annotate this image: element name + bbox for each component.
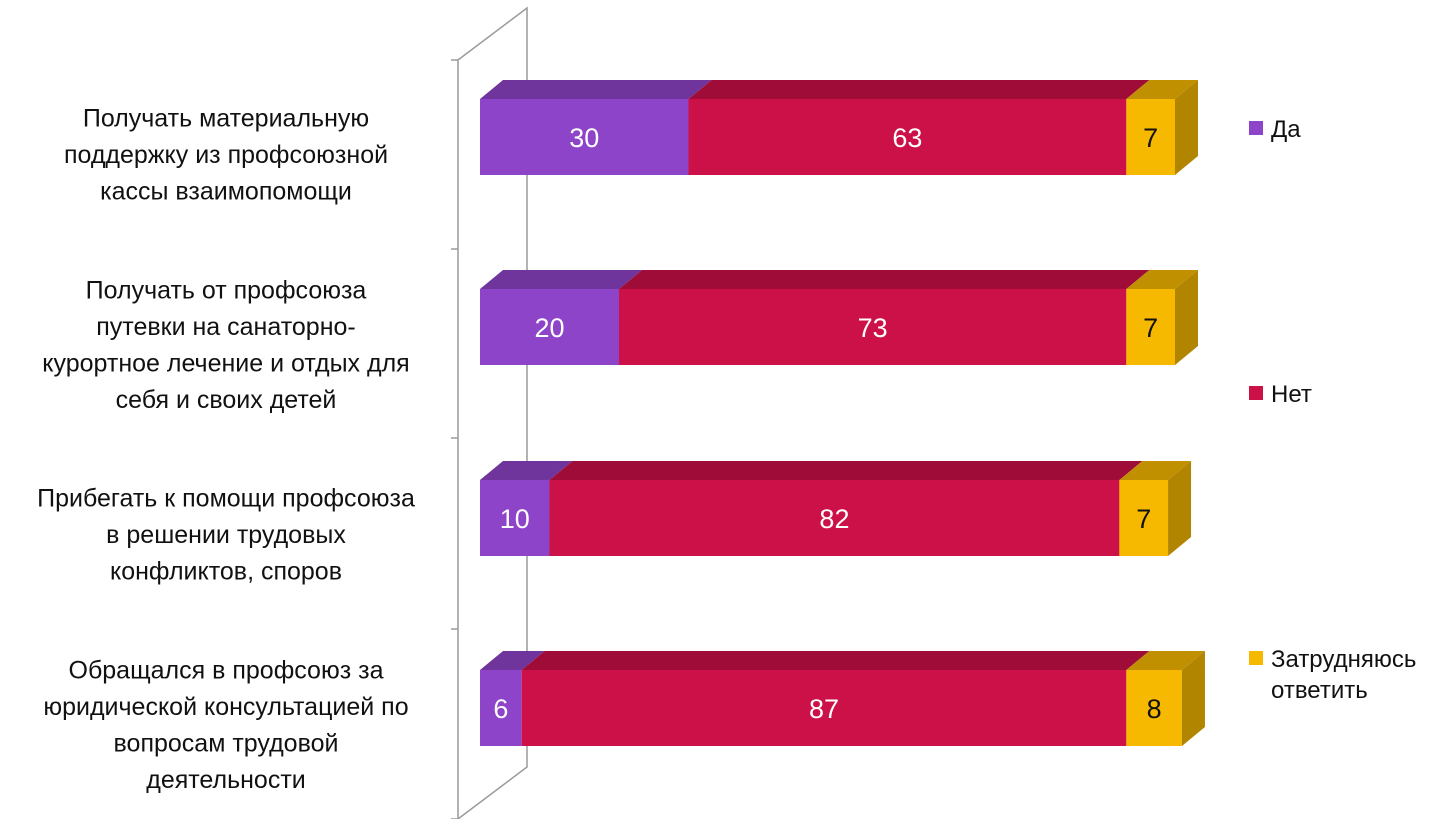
category-label-3-3: деятельности (146, 766, 306, 794)
legend-label-0: Да (1271, 116, 1301, 143)
data-label-1-2: 7 (1143, 313, 1158, 343)
bar-segment-1-1 (619, 289, 1127, 365)
category-label-0-0: Получать материальную (83, 105, 369, 133)
bar-side-3 (1181, 651, 1205, 746)
bar-segment-3-2 (1126, 670, 1182, 746)
bar-top-1-2 (1126, 270, 1198, 289)
data-label-1-1: 73 (858, 313, 888, 343)
category-label-1-3: себя и своих детей (116, 386, 337, 414)
bar-segment-0-2 (1126, 99, 1175, 175)
category-label-3-2: вопросам трудовой (114, 729, 339, 757)
data-label-1-0: 20 (534, 313, 564, 343)
bar-segment-2-2 (1119, 480, 1169, 556)
bar-top-0-2 (1126, 80, 1198, 99)
bar-top-3-1 (521, 651, 1150, 670)
category-label-3-0: Обращался в профсоюз за (69, 656, 384, 684)
bar-side-0 (1175, 80, 1198, 175)
data-label-2-0: 10 (500, 504, 530, 534)
legend-swatch-1 (1249, 386, 1263, 400)
data-label-3-2: 8 (1147, 694, 1162, 724)
category-label-1-0: Получать от профсоюза (86, 276, 367, 304)
legend-label-2-1: ответить (1271, 677, 1368, 704)
data-label-3-0: 6 (493, 694, 508, 724)
bar-side-2 (1168, 461, 1192, 556)
bar-segment-2-0 (480, 480, 550, 556)
bar-top-2-0 (480, 461, 573, 480)
bar-segment-1-2 (1126, 289, 1175, 365)
category-label-1-1: путевки на санаторно- (96, 313, 355, 341)
bar-segment-3-1 (521, 670, 1127, 746)
data-label-2-1: 82 (819, 504, 849, 534)
data-label-0-2: 7 (1143, 123, 1158, 153)
bar-segment-0-0 (480, 99, 689, 175)
axis-wall (457, 6, 528, 821)
bar-segment-1-0 (480, 289, 619, 365)
data-label-0-0: 30 (569, 123, 599, 153)
category-label-0-1: поддержку из профсоюзной (64, 141, 388, 169)
bar-top-1-0 (480, 270, 642, 289)
category-label-2-2: конфликтов, споров (110, 558, 342, 586)
bar-top-2-1 (549, 461, 1143, 480)
bar-top-0-1 (688, 80, 1150, 99)
bar-top-2-2 (1119, 461, 1192, 480)
bar-top-0-0 (480, 80, 712, 99)
bar-top-1-1 (619, 270, 1150, 289)
bar-segment-2-1 (549, 480, 1120, 556)
category-label-1-2: курортное лечение и отдых для (42, 349, 409, 377)
bar-segment-0-1 (688, 99, 1127, 175)
data-label-0-1: 63 (892, 123, 922, 153)
legend-label-2-0: Затрудняюсь (1271, 646, 1416, 673)
legend-swatch-2 (1249, 651, 1263, 665)
category-label-3-1: юридической консультацией по (43, 693, 408, 721)
bar-segment-3-0 (480, 670, 522, 746)
legend-swatch-0 (1249, 121, 1263, 135)
legend-label-1: Нет (1271, 381, 1312, 408)
category-label-2-0: Прибегать к помощи профсоюза (37, 485, 415, 513)
data-label-2-2: 7 (1136, 504, 1151, 534)
category-label-2-1: в решении трудовых (106, 521, 346, 549)
bar-top-3-0 (480, 651, 545, 670)
bar-side-1 (1175, 270, 1198, 365)
bar-top-3-2 (1126, 651, 1205, 670)
category-label-0-2: кассы взаимопомощи (100, 178, 352, 206)
data-label-3-1: 87 (809, 694, 839, 724)
